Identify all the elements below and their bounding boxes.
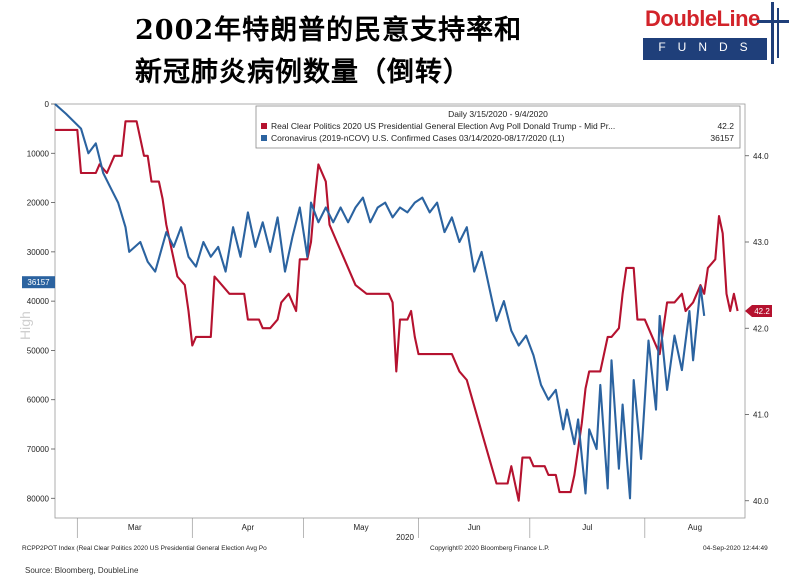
left-axis-tick-label: 20000 bbox=[27, 199, 50, 208]
left-last-value-label: 36157 bbox=[27, 278, 50, 287]
legend-box bbox=[255, 105, 741, 149]
page-title-line-2: 新冠肺炎病例数量（倒转） bbox=[135, 57, 471, 88]
right-last-value-label: 42.2 bbox=[754, 307, 770, 316]
doubleline-logo: DoubleLine FUNDS bbox=[643, 2, 793, 64]
x-axis-tick-label: Jun bbox=[468, 523, 481, 532]
page-title-line-1: 2002年特朗普的民意支持率和 bbox=[135, 15, 523, 46]
legend-swatch bbox=[261, 123, 267, 129]
left-axis-tick-label: 70000 bbox=[27, 445, 50, 454]
right-axis-tick-label: 42.0 bbox=[753, 324, 769, 333]
right-axis-tick-label: 44.0 bbox=[753, 152, 769, 161]
right-axis-tick-label: 43.0 bbox=[753, 238, 769, 247]
footer-copyright: Copyright© 2020 Bloomberg Finance L.P. bbox=[430, 545, 550, 552]
footer-timestamp: 04-Sep-2020 12:44:49 bbox=[703, 545, 768, 552]
logo-cross-vertical bbox=[771, 2, 774, 64]
left-axis-tick-label: 60000 bbox=[27, 396, 50, 405]
x-axis-tick-label: Aug bbox=[688, 523, 702, 532]
legend-swatch bbox=[261, 135, 267, 141]
legend-entry-label: Real Clear Politics 2020 US Presidential… bbox=[271, 121, 615, 131]
right-axis-tick-label: 41.0 bbox=[753, 411, 769, 420]
x-axis-tick-label: May bbox=[353, 523, 368, 532]
logo-word: DoubleLine bbox=[645, 6, 760, 31]
left-axis-tick-label: 40000 bbox=[27, 297, 50, 306]
x-axis-tick-label: Jul bbox=[582, 523, 592, 532]
series-line-covid-cases bbox=[54, 103, 706, 500]
footer-source: Source: Bloomberg, DoubleLine bbox=[25, 566, 139, 575]
plot-area bbox=[54, 103, 746, 519]
left-axis-tick-label: 50000 bbox=[27, 346, 50, 355]
x-axis-year-label: 2020 bbox=[396, 533, 414, 542]
legend-entry-value: 36157 bbox=[710, 133, 734, 143]
logo-bar bbox=[643, 38, 767, 60]
footer-index-note: RCPP2POT Index (Real Clear Politics 2020… bbox=[22, 545, 267, 552]
x-axis-tick-label: Apr bbox=[242, 523, 255, 532]
series-line-trump-poll bbox=[55, 120, 739, 502]
left-last-value-tag bbox=[22, 276, 55, 289]
left-axis-tick-label: 80000 bbox=[27, 494, 50, 503]
logo-cross-horizontal bbox=[757, 20, 789, 23]
left-axis-tick-label: 10000 bbox=[27, 149, 50, 158]
logo-cross-vertical-2 bbox=[777, 8, 779, 58]
right-last-value-tag bbox=[745, 305, 772, 317]
legend-entry-value: 42.2 bbox=[717, 121, 734, 131]
legend-entry-label: Coronavirus (2019-nCOV) U.S. Confirmed C… bbox=[271, 133, 565, 143]
x-axis-tick-label: Mar bbox=[128, 523, 142, 532]
right-axis-tick-label: 40.0 bbox=[753, 497, 769, 506]
left-axis-tick-label: 30000 bbox=[27, 248, 50, 257]
logo-funds: FUNDS bbox=[658, 40, 760, 54]
left-axis-tick-label: 0 bbox=[45, 100, 50, 109]
watermark-text: High bbox=[17, 311, 33, 340]
legend-header: Daily 3/15/2020 - 9/4/2020 bbox=[448, 109, 548, 119]
